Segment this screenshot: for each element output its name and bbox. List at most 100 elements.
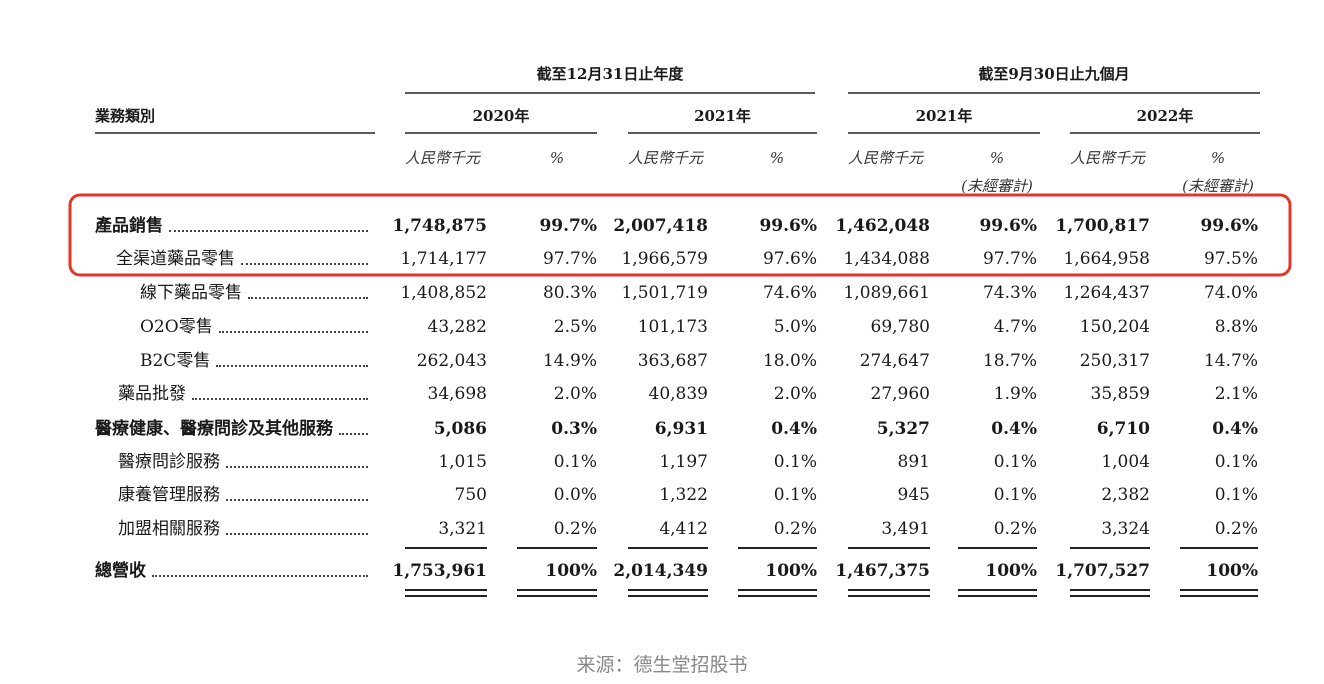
cell: 1,015: [438, 452, 487, 472]
row-label: O2O零售: [140, 317, 372, 337]
cell: 250,317: [1079, 351, 1150, 371]
cell: 6,931: [654, 419, 708, 439]
cell: 5,327: [876, 419, 930, 439]
year-header: 2020年: [472, 107, 530, 125]
cell: 3,324: [1101, 519, 1150, 539]
row-label: B2C零售: [140, 351, 372, 371]
cell: 100%: [545, 561, 597, 581]
cell: 99.6%: [759, 216, 817, 236]
dot-leader: [226, 533, 368, 535]
highlight-box: [68, 193, 1292, 277]
cell: 97.6%: [762, 249, 817, 269]
cell: 1,467,375: [835, 561, 930, 581]
cell: 1,264,437: [1063, 283, 1150, 303]
row-label-text: 康養管理服務: [118, 485, 220, 505]
unit-header: 人民幣千元: [1070, 149, 1146, 167]
cell: 99.7%: [539, 216, 597, 236]
cell: 18.0%: [762, 351, 817, 371]
cell: 363,687: [637, 351, 708, 371]
row-label: 藥品批發: [118, 384, 372, 404]
cell: 99.6%: [1200, 216, 1258, 236]
cell: 14.7%: [1203, 351, 1258, 371]
cell: 2.0%: [553, 384, 597, 404]
cell: 1,753,961: [392, 561, 487, 581]
cell: 1,197: [659, 452, 708, 472]
unit-header: %: [769, 149, 785, 167]
cell: 1,714,177: [400, 249, 487, 269]
row-label: 全渠道藥品零售: [116, 249, 372, 269]
cell: 0.4%: [991, 419, 1037, 439]
cell: 1,664,958: [1063, 249, 1150, 269]
cell: 1.9%: [993, 384, 1037, 404]
cell: 945: [897, 485, 930, 505]
cell: 3,321: [438, 519, 487, 539]
cell: 0.4%: [771, 419, 817, 439]
unit-header: %: [989, 149, 1005, 167]
cell: 4.7%: [993, 317, 1037, 337]
cell: 99.6%: [979, 216, 1037, 236]
row-label-text: 醫療問診服務: [118, 452, 220, 472]
year-header: 2021年: [915, 107, 973, 125]
unit-header: 人民幣千元: [405, 149, 481, 167]
cell: 0.2%: [553, 519, 597, 539]
cell: 5,086: [433, 419, 487, 439]
row-label-text: 藥品批發: [118, 384, 186, 404]
cell: 97.7%: [542, 249, 597, 269]
cell: 74.3%: [982, 283, 1037, 303]
cell: 5.0%: [773, 317, 817, 337]
cell: 0.2%: [1214, 519, 1258, 539]
cell: 2,382: [1101, 485, 1150, 505]
row-label-text: 產品銷售: [95, 216, 163, 236]
cell: 40,839: [648, 384, 708, 404]
group-header: 截至12月31日止年度: [536, 65, 684, 83]
cell: 2,014,349: [613, 561, 708, 581]
cell: 43,282: [427, 317, 487, 337]
cell: 0.1%: [993, 485, 1037, 505]
unaudited-note: (未經審計): [961, 177, 1033, 195]
row-label: 醫療健康、醫療問診及其他服務: [95, 419, 372, 439]
unit-header: 人民幣千元: [848, 149, 924, 167]
group-header: 截至9月30日止九個月: [978, 65, 1130, 83]
cell: 1,004: [1101, 452, 1150, 472]
cell: 4,412: [659, 519, 708, 539]
cell: 1,501,719: [621, 283, 708, 303]
dot-leader: [226, 466, 368, 468]
unit-header: %: [1210, 149, 1226, 167]
cell: 0.2%: [993, 519, 1037, 539]
dot-leader: [339, 433, 368, 435]
row-label-text: 總營收: [95, 561, 146, 581]
cell: 0.1%: [773, 452, 817, 472]
dot-leader: [169, 230, 368, 232]
unaudited-note: (未經審計): [1182, 177, 1254, 195]
cell: 0.4%: [1212, 419, 1258, 439]
cell: 1,322: [659, 485, 708, 505]
cell: 100%: [1206, 561, 1258, 581]
cell: 2,007,418: [613, 216, 708, 236]
row-label: 產品銷售: [95, 216, 372, 236]
cell: 0.3%: [551, 419, 597, 439]
row-label-text: 加盟相關服務: [118, 519, 220, 539]
cell: 101,173: [637, 317, 708, 337]
cell: 18.7%: [982, 351, 1037, 371]
cell: 2.5%: [553, 317, 597, 337]
cell: 1,700,817: [1055, 216, 1150, 236]
cell: 80.3%: [542, 283, 597, 303]
cell: 150,204: [1079, 317, 1150, 337]
cell: 1,408,852: [400, 283, 487, 303]
row-label: 線下藥品零售: [140, 283, 372, 303]
cell: 0.1%: [773, 485, 817, 505]
dot-leader: [248, 297, 368, 299]
cell: 0.2%: [773, 519, 817, 539]
dot-leader: [216, 365, 368, 367]
unit-header: %: [549, 149, 565, 167]
cell: 6,710: [1096, 419, 1150, 439]
dot-leader: [241, 263, 368, 265]
cell: 97.5%: [1203, 249, 1258, 269]
cell: 1,966,579: [621, 249, 708, 269]
dot-leader: [152, 575, 368, 577]
cell: 100%: [985, 561, 1037, 581]
row-label: 醫療問診服務: [118, 452, 372, 472]
row-label-text: 線下藥品零售: [140, 283, 242, 303]
dot-leader: [192, 398, 368, 400]
row-label-text: 醫療健康、醫療問診及其他服務: [95, 419, 333, 439]
